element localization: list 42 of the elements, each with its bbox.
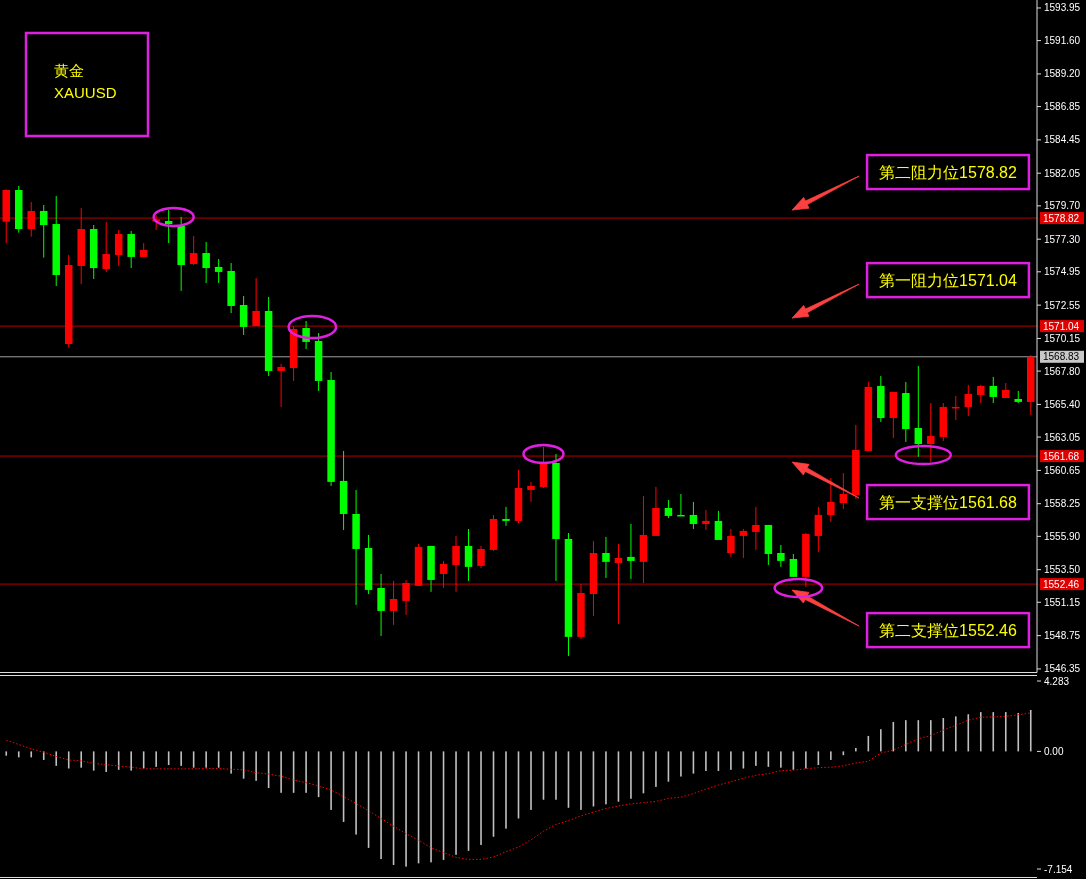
y-tick-label: 1555.90 (1044, 530, 1081, 542)
ref-label: 1578.82 (1040, 212, 1084, 225)
y-tick-label: 1546.35 (1044, 663, 1081, 675)
annotation: 第二阻力位1578.82 (791, 153, 1031, 211)
ref-label: 1571.04 (1040, 320, 1084, 333)
annotation: 第一阻力位1571.04 (791, 261, 1031, 319)
y-tick-label: 1572.55 (1044, 299, 1081, 311)
y-tick-label: 4.283 (1044, 675, 1070, 687)
y-tick-label: 0.00 (1044, 745, 1064, 757)
y-tick-label: 1589.20 (1044, 68, 1081, 80)
y-tick-label: 1591.60 (1044, 35, 1081, 47)
ref-line-label: 1568.83 (1043, 351, 1080, 363)
y-tick-label: 1567.80 (1044, 365, 1081, 377)
ref-line-label: 1552.46 (1043, 578, 1080, 590)
annotation: 第一阻力位1571.04 (879, 271, 1018, 289)
y-tick-label: 1553.50 (1044, 564, 1081, 576)
ref-line-label: 1578.82 (1043, 212, 1080, 224)
annotation: 第一支撑位1561.68 (791, 461, 1031, 521)
y-tick-label: 1560.65 (1044, 464, 1081, 476)
title-box: 黄金 XAUUSD (24, 31, 150, 138)
annotation: 第一支撑位1561.68 (879, 493, 1018, 511)
ref-label: 1561.68 (1040, 450, 1084, 463)
y-tick-label: 1584.45 (1044, 134, 1081, 146)
ref-label: 1552.46 (1040, 578, 1084, 591)
annotation: 第二支撑位1552.46 (791, 589, 1031, 649)
y-tick-label: -7.154 (1044, 863, 1073, 875)
y-tick-label: 1579.70 (1044, 200, 1081, 212)
y-tick-label: 1565.40 (1044, 398, 1081, 410)
y-tick-label: 1570.15 (1044, 332, 1081, 344)
y-tick-label: 1551.15 (1044, 596, 1081, 608)
y-tick-label: 1563.05 (1044, 431, 1081, 443)
y-tick-label: 1574.95 (1044, 266, 1081, 278)
y-tick-label: 1558.25 (1044, 498, 1081, 510)
y-tick-label: 1586.85 (1044, 101, 1081, 113)
y-tick-label: 1548.75 (1044, 630, 1081, 642)
annotation: 第二阻力位1578.82 (879, 163, 1018, 181)
y-tick-label: 1582.05 (1044, 167, 1081, 179)
y-tick-label: 1593.95 (1044, 2, 1081, 14)
annotation: 第二支撑位1552.46 (879, 621, 1018, 639)
ref-line-label: 1571.04 (1043, 320, 1080, 332)
y-tick-label: 1577.30 (1044, 233, 1081, 245)
ref-line-label: 1561.68 (1043, 450, 1080, 462)
